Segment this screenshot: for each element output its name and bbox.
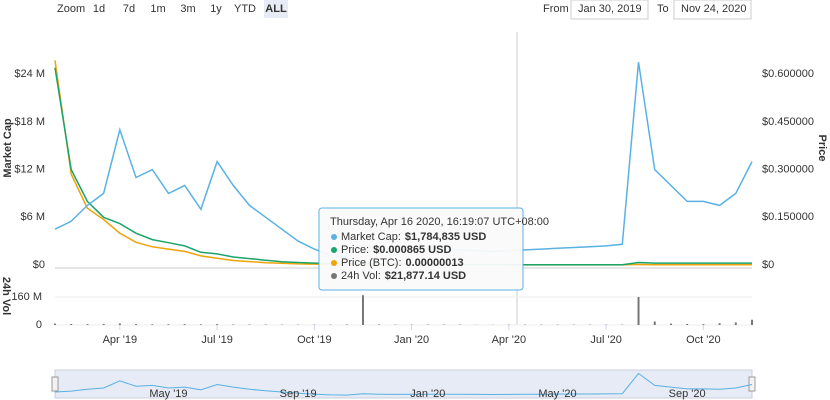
tooltip-dot (331, 234, 337, 240)
y-tick-label: $24 M (14, 68, 45, 80)
x-tick-label: Apr '19 (103, 334, 138, 346)
y2-tick-label: $0.450000 (762, 116, 814, 128)
x-tick-label: Apr '20 (492, 334, 527, 346)
volume-bar (151, 324, 154, 325)
volume-bar (751, 319, 753, 325)
volume-bar (361, 295, 364, 325)
to-value: Nov 24, 2020 (681, 3, 746, 15)
tooltip-label: 24h Vol: (341, 270, 381, 282)
tooltip-value: $1,784,835 USD (405, 231, 486, 243)
volume-bar (248, 324, 251, 325)
from-value: Jan 30, 2019 (578, 3, 642, 15)
volume-bar (167, 324, 170, 325)
volume-bar (264, 324, 267, 325)
navigator-line (54, 372, 753, 396)
zoom-button[interactable]: 1y (210, 3, 222, 15)
zoom-button[interactable]: 7d (123, 3, 135, 15)
tooltip-value: 0.00000013 (406, 257, 464, 269)
volume-bar (345, 324, 348, 325)
zoom-button[interactable]: ALL (265, 3, 287, 15)
navigator-handle[interactable] (51, 376, 59, 392)
y2-axis-title: Price (816, 135, 828, 162)
navigator-tick-label: May '20 (538, 388, 576, 400)
y2-tick-label: $0.600000 (762, 68, 814, 80)
volume-bar (669, 323, 672, 325)
tooltip (318, 207, 524, 291)
tooltip-title: Thursday, Apr 16 2020, 16:19:07 UTC+08:0… (330, 216, 549, 228)
vol-axis-title: 24h Vol (0, 277, 12, 315)
y2-tick-label: $0 (762, 259, 774, 271)
volume-bar (734, 322, 737, 325)
volume-bar (702, 324, 705, 325)
volume-bar (378, 324, 381, 325)
navigator-window[interactable] (54, 369, 753, 399)
volume-bar (686, 323, 689, 325)
to-label: To (657, 3, 669, 15)
y-tick-label: $6 M (21, 211, 45, 223)
volume-bar (216, 324, 219, 325)
zoom-button[interactable]: 1d (93, 3, 105, 15)
zoom-button-bg (264, 0, 288, 18)
volume-bar (718, 323, 721, 325)
x-tick-label: Oct '19 (297, 334, 332, 346)
volume-bar (637, 296, 640, 325)
tooltip-dot (331, 247, 337, 253)
tooltip-dot (331, 273, 337, 279)
volume-bar (135, 324, 138, 325)
y2-tick-label: $0.300000 (762, 163, 814, 175)
vol-tick-label: 160 M (11, 291, 42, 303)
y-tick-label: $12 M (14, 163, 45, 175)
tooltip-label: Price (BTC): (341, 257, 402, 269)
vol-tick-label: 0 (36, 319, 42, 331)
volume-bar (653, 321, 656, 325)
navigator-tick-label: Jan '20 (410, 388, 445, 400)
tooltip-label: Price: (341, 244, 369, 256)
navigator-tick-label: May '19 (149, 388, 187, 400)
navigator-handle[interactable] (748, 376, 756, 392)
volume-bar (232, 324, 235, 325)
x-tick-label: Jul '20 (590, 334, 621, 346)
navigator-tick-label: Sep '20 (669, 388, 706, 400)
to-input[interactable] (673, 0, 752, 20)
volume-bar (199, 324, 202, 325)
zoom-label: Zoom (57, 3, 85, 15)
from-label: From (543, 3, 569, 15)
x-tick-label: Jan '20 (394, 334, 429, 346)
zoom-button[interactable]: 1m (150, 3, 165, 15)
y-tick-label: $0 (33, 259, 45, 271)
volume-bar (118, 323, 121, 325)
x-tick-label: Jul '19 (201, 334, 232, 346)
volume-bar (86, 324, 89, 325)
volume-bar (183, 324, 186, 325)
volume-bar (54, 323, 56, 325)
tooltip-dot (331, 260, 337, 266)
tooltip-label: Market Cap: (341, 231, 401, 243)
tooltip-value: $21,877.14 USD (385, 270, 466, 282)
y2-tick-label: $0.150000 (762, 211, 814, 223)
y-tick-label: $18 M (14, 116, 45, 128)
tooltip-value: $0.000865 USD (373, 244, 451, 256)
y-axis-title: Market Cap (2, 118, 14, 178)
volume-bar (70, 323, 73, 325)
from-input[interactable] (570, 0, 649, 20)
volume-bar (102, 323, 105, 325)
navigator-tick-label: Sep '19 (280, 388, 317, 400)
x-tick-label: Oct '20 (686, 334, 721, 346)
zoom-button[interactable]: 3m (180, 3, 195, 15)
zoom-button[interactable]: YTD (234, 3, 256, 15)
